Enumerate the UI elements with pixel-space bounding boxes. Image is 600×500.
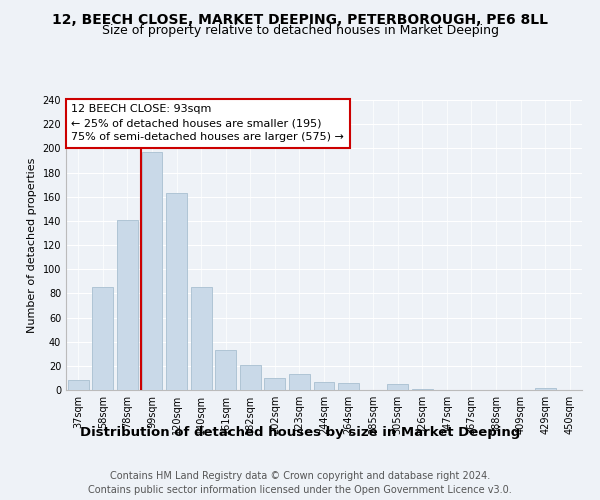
Bar: [289, 374, 310, 390]
Bar: [240, 364, 261, 390]
Bar: [265, 378, 286, 390]
Bar: [117, 220, 138, 390]
Bar: [92, 288, 113, 390]
Bar: [535, 388, 556, 390]
Bar: [338, 383, 359, 390]
Bar: [68, 380, 89, 390]
Bar: [215, 350, 236, 390]
Text: Distribution of detached houses by size in Market Deeping: Distribution of detached houses by size …: [80, 426, 520, 439]
Bar: [166, 193, 187, 390]
Bar: [191, 288, 212, 390]
Text: 12 BEECH CLOSE: 93sqm
← 25% of detached houses are smaller (195)
75% of semi-det: 12 BEECH CLOSE: 93sqm ← 25% of detached …: [71, 104, 344, 142]
Bar: [412, 389, 433, 390]
Text: Contains HM Land Registry data © Crown copyright and database right 2024.
Contai: Contains HM Land Registry data © Crown c…: [88, 471, 512, 495]
Bar: [314, 382, 334, 390]
Text: 12, BEECH CLOSE, MARKET DEEPING, PETERBOROUGH, PE6 8LL: 12, BEECH CLOSE, MARKET DEEPING, PETERBO…: [52, 12, 548, 26]
Text: Size of property relative to detached houses in Market Deeping: Size of property relative to detached ho…: [101, 24, 499, 37]
Bar: [142, 152, 163, 390]
Y-axis label: Number of detached properties: Number of detached properties: [27, 158, 37, 332]
Bar: [387, 384, 408, 390]
